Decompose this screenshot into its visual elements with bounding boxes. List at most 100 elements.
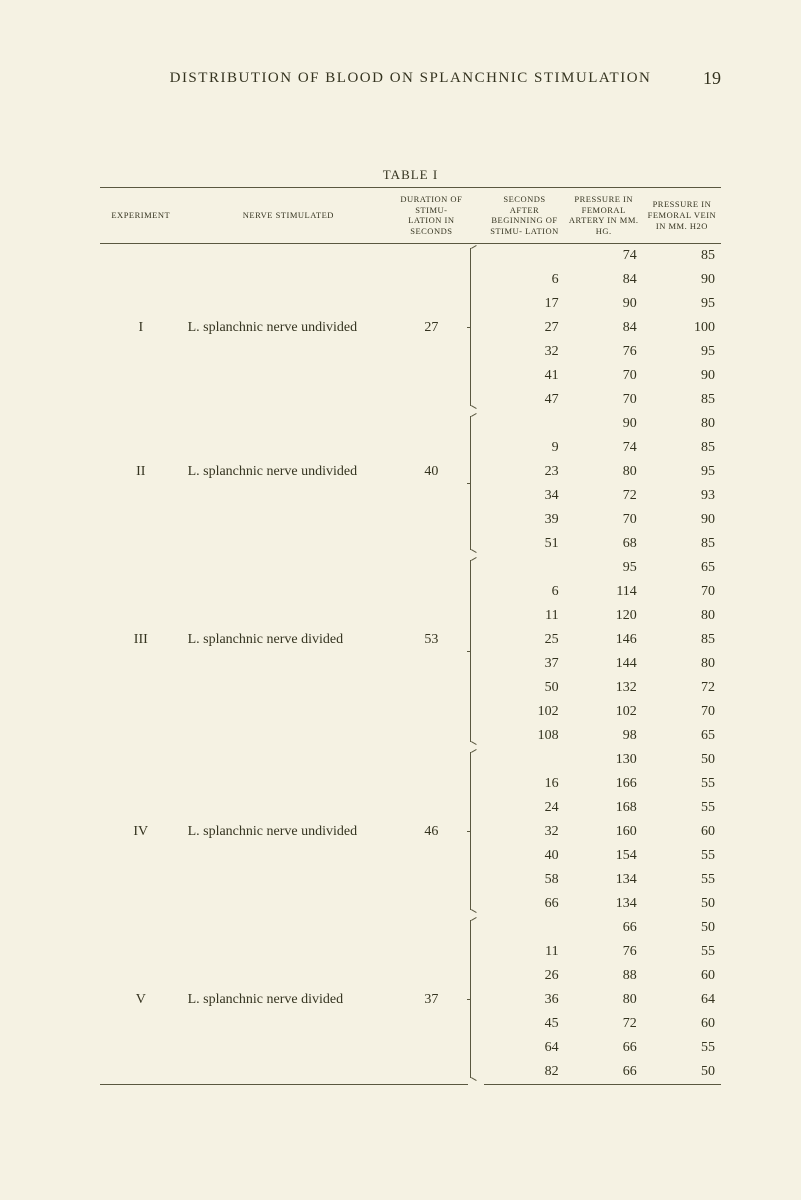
cell-empty [182,412,396,436]
cell-empty [395,772,467,796]
cell-empty [100,724,182,748]
cell-artery-pressure: 90 [565,412,643,436]
table-row: 1089865 [100,724,721,748]
cell-vein-pressure: 60 [643,964,721,988]
cell-vein-pressure: 60 [643,820,721,844]
cell-empty [182,508,396,532]
cell-empty [395,484,467,508]
table-row: 97485 [100,436,721,460]
cell-seconds: 58 [484,868,564,892]
cell-vein-pressure: 85 [643,388,721,412]
brace-icon [468,916,485,1085]
cell-empty [182,700,396,724]
cell-seconds: 23 [484,460,564,484]
cell-empty [100,652,182,676]
table-row: 4015455 [100,844,721,868]
cell-seconds: 27 [484,316,564,340]
cell-experiment: IV [100,820,182,844]
table-row: IVL. splanchnic nerve undivided463216060 [100,820,721,844]
cell-artery-pressure: 134 [565,868,643,892]
cell-artery-pressure: 168 [565,796,643,820]
cell-empty [395,724,467,748]
cell-artery-pressure: 120 [565,604,643,628]
cell-seconds: 16 [484,772,564,796]
table-row: IIIL. splanchnic nerve divided532514685 [100,628,721,652]
cell-seconds: 6 [484,580,564,604]
cell-empty [100,412,182,436]
table-row: 5013272 [100,676,721,700]
cell-seconds: 11 [484,940,564,964]
cell-seconds: 51 [484,532,564,556]
table-row: 5813455 [100,868,721,892]
cell-empty [395,604,467,628]
cell-seconds: 45 [484,1012,564,1036]
cell-artery-pressure: 66 [565,916,643,940]
cell-empty [182,532,396,556]
cell-empty [100,340,182,364]
cell-artery-pressure: 80 [565,988,643,1012]
cell-empty [100,1060,182,1085]
cell-empty [100,796,182,820]
cell-artery-pressure: 154 [565,844,643,868]
cell-empty [100,556,182,580]
cell-empty [395,796,467,820]
cell-empty [395,1036,467,1060]
cell-artery-pressure: 72 [565,484,643,508]
cell-vein-pressure: 80 [643,604,721,628]
cell-vein-pressure: 55 [643,796,721,820]
cell-empty [395,508,467,532]
cell-vein-pressure: 95 [643,460,721,484]
cell-vein-pressure: 100 [643,316,721,340]
cell-duration: 46 [395,820,467,844]
cell-nerve: L. splanchnic nerve undivided [182,820,396,844]
table-row: 268860 [100,964,721,988]
cell-empty [182,676,396,700]
table-row: 9080 [100,412,721,436]
cell-vein-pressure: 50 [643,748,721,772]
table-row: 2416855 [100,796,721,820]
cell-empty [100,676,182,700]
cell-empty [182,436,396,460]
table-row: 347293 [100,484,721,508]
cell-artery-pressure: 134 [565,892,643,916]
cell-artery-pressure: 70 [565,508,643,532]
table-row: IL. splanchnic nerve undivided272784100 [100,316,721,340]
cell-empty [395,556,467,580]
cell-vein-pressure: 90 [643,508,721,532]
table-row: VL. splanchnic nerve divided37368064 [100,988,721,1012]
cell-empty [395,532,467,556]
cell-empty [100,508,182,532]
cell-seconds: 50 [484,676,564,700]
cell-empty [395,940,467,964]
cell-experiment: III [100,628,182,652]
cell-seconds: 26 [484,964,564,988]
cell-empty [182,652,396,676]
cell-empty [395,652,467,676]
cell-empty [100,580,182,604]
cell-artery-pressure: 102 [565,700,643,724]
cell-vein-pressure: 93 [643,484,721,508]
cell-seconds [484,243,564,268]
cell-seconds [484,748,564,772]
cell-seconds: 37 [484,652,564,676]
cell-empty [100,868,182,892]
cell-empty [395,292,467,316]
cell-vein-pressure: 85 [643,532,721,556]
cell-seconds: 47 [484,388,564,412]
table-row: 10210270 [100,700,721,724]
table-head: EXPERIMENT NERVE STIMULATED DURATION OF … [100,188,721,244]
cell-nerve: L. splanchnic nerve divided [182,628,396,652]
cell-nerve: L. splanchnic nerve undivided [182,460,396,484]
cell-seconds: 64 [484,1036,564,1060]
cell-vein-pressure: 50 [643,916,721,940]
table-row: 646655 [100,1036,721,1060]
cell-empty [395,1012,467,1036]
col-header-seconds: SECONDS AFTER BEGINNING OF STIMU- LATION [484,188,564,244]
cell-empty [182,724,396,748]
cell-empty [100,892,182,916]
cell-vein-pressure: 55 [643,1036,721,1060]
table-row: 117655 [100,940,721,964]
cell-empty [100,436,182,460]
brace-icon [468,243,485,412]
cell-empty [395,868,467,892]
